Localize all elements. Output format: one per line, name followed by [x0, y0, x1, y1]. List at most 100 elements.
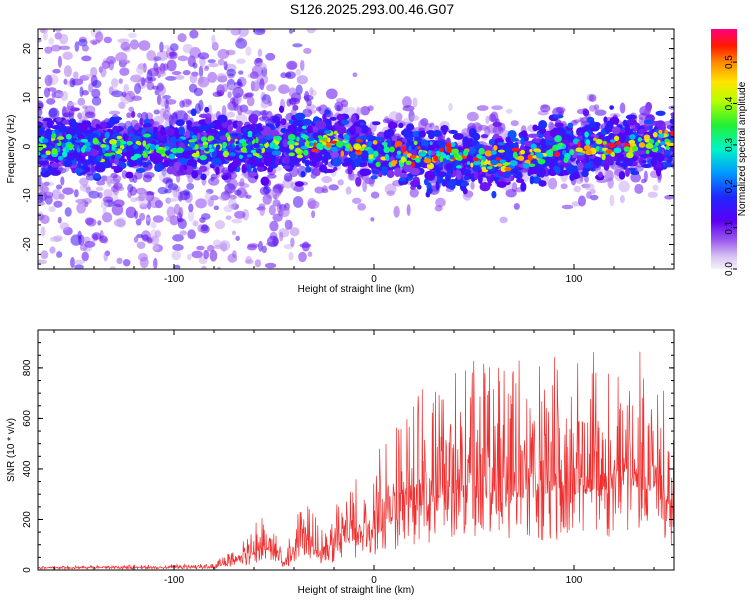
heatmap-cell [400, 156, 406, 163]
heatmap-cell [58, 45, 71, 51]
heatmap-cell [511, 147, 520, 152]
heatmap-cell [111, 7, 118, 19]
heatmap-cell [655, 167, 662, 177]
heatmap-cell [232, 87, 244, 98]
heatmap-cell [349, 146, 353, 152]
heatmap-cell [177, 126, 186, 136]
heatmap-cell [491, 190, 497, 199]
heatmap-cell [244, 109, 254, 115]
heatmap-cell [259, 78, 265, 91]
heatmap-cell [133, 236, 139, 243]
heatmap-cell [665, 144, 671, 151]
heatmap-cell [235, 235, 241, 241]
heatmap-cell [91, 80, 102, 89]
heatmap-cell [529, 175, 535, 185]
heatmap-cell [187, 154, 191, 159]
heatmap-cell [50, 162, 61, 168]
heatmap-cell [343, 157, 354, 164]
heatmap-cell [666, 142, 674, 147]
heatmap-cell [554, 122, 564, 128]
heatmap-cell [119, 67, 130, 76]
heatmap-cell [238, 133, 243, 138]
heatmap-cell [42, 292, 48, 304]
heatmap-cell [51, 124, 62, 130]
heatmap-cell [359, 168, 370, 177]
heatmap-cell [51, 132, 57, 139]
heatmap-cell [221, 174, 229, 181]
heatmap-cell [238, 70, 244, 75]
heatmap-cell [416, 184, 422, 190]
heatmap-cell [424, 170, 435, 181]
heatmap-cell [207, 59, 216, 64]
heatmap-cell [272, 188, 280, 200]
heatmap-cell [652, 131, 658, 138]
heatmap-cell [38, 128, 45, 135]
heatmap-cell [563, 157, 569, 164]
heatmap-cell [179, 100, 185, 108]
heatmap-cell [97, 220, 102, 226]
heatmap-cell [589, 188, 596, 195]
heatmap-cell [619, 102, 626, 114]
heatmap-cell [199, 165, 208, 173]
heatmap-cell [340, 150, 345, 157]
heatmap-cell [269, 220, 279, 232]
heatmap-cell [93, 172, 101, 179]
heatmap-cell [235, 38, 248, 49]
heatmap-cell [84, 240, 96, 248]
heatmap-cell [198, 113, 209, 119]
heatmap-cell [571, 201, 581, 207]
heatmap-cell [219, 135, 228, 141]
heatmap-cell [645, 101, 653, 112]
heatmap-cell [196, 245, 205, 251]
heatmap-cell [409, 154, 417, 159]
heatmap-cell [370, 191, 380, 199]
heatmap-cell [351, 197, 362, 204]
heatmap-cell [118, 78, 123, 84]
heatmap-cell [315, 120, 327, 130]
heatmap-cell [575, 177, 584, 184]
heatmap-cell [166, 206, 176, 219]
heatmap-cell [137, 112, 142, 118]
heatmap-cell [238, 142, 243, 148]
heatmap-cell [257, 166, 265, 172]
heatmap-cell [79, 86, 84, 98]
heatmap-cell [279, 231, 284, 242]
heatmap-cell [488, 113, 497, 122]
heatmap-cell [560, 183, 568, 190]
heatmap-cell [50, 169, 62, 176]
heatmap-cell [421, 139, 429, 148]
heatmap-cell [641, 159, 647, 164]
heatmap-cell [375, 161, 381, 168]
heatmap-cell [480, 159, 484, 167]
heatmap-cell [164, 98, 177, 105]
heatmap-cell [295, 68, 301, 76]
heatmap-cell [213, 205, 220, 211]
heatmap-cell [301, 118, 313, 126]
heatmap-cell [669, 118, 674, 125]
heatmap-cell [630, 170, 640, 176]
colorbar-scale [711, 29, 737, 269]
heatmap-cell [249, 308, 259, 315]
heatmap-cell [179, 230, 187, 236]
heatmap-cell [38, 143, 44, 151]
heatmap-cell [130, 0, 139, 4]
heatmap-cell [226, 119, 233, 126]
heatmap-cell [488, 138, 495, 146]
heatmap-cell [56, 117, 62, 123]
heatmap-cell [84, 111, 96, 119]
heatmap-cell [102, 196, 114, 203]
heatmap-cell [485, 115, 490, 125]
heatmap-cell [434, 205, 443, 212]
heatmap-cell [49, 246, 56, 254]
heatmap-cell [408, 145, 412, 152]
heatmap-cell [460, 181, 470, 187]
heatmap-cell [152, 307, 163, 317]
heatmap-cell [60, 90, 69, 101]
heatmap-cell [520, 181, 527, 192]
heatmap-cell [108, 59, 115, 71]
heatmap-cell [57, 55, 63, 68]
heatmap-cell [535, 149, 542, 153]
colorbar-ticks: 0.00.10.20.30.40.5 [724, 55, 737, 276]
heatmap-cell [486, 166, 493, 170]
heatmap-cell [481, 169, 489, 173]
